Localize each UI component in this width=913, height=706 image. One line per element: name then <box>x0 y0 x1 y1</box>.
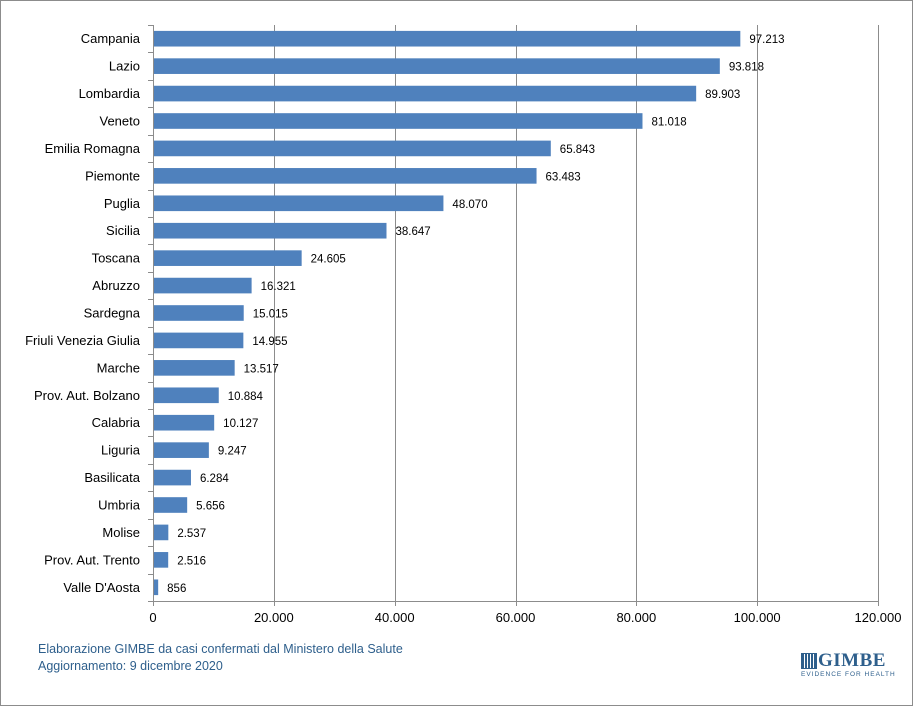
category-label: Marche <box>97 360 140 375</box>
value-label: 65.843 <box>560 144 595 156</box>
x-tick-label: 80.000 <box>616 610 656 625</box>
update-note: Aggiornamento: 9 dicembre 2020 <box>38 659 223 673</box>
bar <box>154 277 252 294</box>
category-label: Toscana <box>92 251 141 266</box>
bars <box>154 30 741 596</box>
axes <box>148 25 879 606</box>
x-tick-label: 120.000 <box>855 610 902 625</box>
category-label: Lombardia <box>79 86 141 101</box>
category-label: Piemonte <box>85 168 140 183</box>
value-label: 6.284 <box>200 473 229 485</box>
category-label: Calabria <box>92 415 141 430</box>
x-tick-label: 40.000 <box>375 610 415 625</box>
value-label: 15.015 <box>253 309 288 321</box>
value-label: 63.483 <box>546 171 581 183</box>
category-label: Umbria <box>98 498 141 513</box>
labels: 0 20.000 40.000 60.000 80.000 100.000 120.000 C… <box>25 31 901 625</box>
bar <box>154 168 537 184</box>
logo-name: GIMBE <box>818 650 886 671</box>
bar <box>154 524 169 541</box>
value-label: 10.884 <box>228 391 264 403</box>
value-label: 10.127 <box>223 418 258 430</box>
bar <box>154 30 741 47</box>
value-label: 93.818 <box>729 62 764 74</box>
category-label: Prov. Aut. Bolzano <box>34 388 140 403</box>
category-label: Molise <box>102 525 140 540</box>
category-label: Campania <box>81 31 141 46</box>
value-label: 89.903 <box>705 89 740 101</box>
value-label: 97.213 <box>749 34 784 46</box>
bar <box>154 414 215 431</box>
category-label: Puglia <box>104 196 141 211</box>
bar <box>154 497 188 513</box>
bar <box>154 442 209 458</box>
category-label: Emilia Romagna <box>45 141 141 156</box>
value-label: 48.070 <box>452 199 487 211</box>
bar <box>154 305 244 321</box>
category-label: Sardegna <box>84 306 141 321</box>
bar <box>154 332 244 349</box>
grid-lines <box>274 25 879 601</box>
bar <box>154 579 159 596</box>
value-label: 13.517 <box>244 363 279 375</box>
category-label: Basilicata <box>84 470 140 485</box>
x-tick-label: 0 <box>149 610 156 625</box>
x-tick-label: 60.000 <box>496 610 536 625</box>
category-label: Veneto <box>100 114 141 129</box>
bar <box>154 387 219 404</box>
value-label: 2.537 <box>177 528 206 540</box>
logo-mark-icon <box>801 653 817 669</box>
category-label: Prov. Aut. Trento <box>44 552 140 567</box>
bar <box>154 113 643 129</box>
source-note: Elaborazione GIMBE da casi confermati da… <box>38 642 403 656</box>
category-label: Lazio <box>109 59 140 74</box>
bar <box>154 250 302 266</box>
value-label: 81.018 <box>651 117 686 129</box>
category-label: Friuli Venezia Giulia <box>25 333 141 348</box>
x-tick-label: 100.000 <box>734 610 781 625</box>
value-label: 5.656 <box>196 501 225 513</box>
bar <box>154 222 387 239</box>
gimbe-logo: GIMBE EVIDENCE FOR HEALTH <box>797 650 895 681</box>
category-label: Abruzzo <box>92 278 140 293</box>
bar <box>154 552 169 568</box>
value-label: 9.247 <box>218 446 247 458</box>
bar <box>154 360 235 376</box>
value-label: 38.647 <box>395 226 430 238</box>
bar <box>154 140 551 157</box>
bar <box>154 195 444 212</box>
bar <box>154 58 720 74</box>
x-tick-label: 20.000 <box>254 610 294 625</box>
value-label: 24.605 <box>311 254 346 266</box>
bar-chart: 0 20.000 40.000 60.000 80.000 100.000 120.000 C… <box>25 25 902 625</box>
value-label: 2.516 <box>177 555 206 567</box>
logo-tagline: EVIDENCE FOR HEALTH <box>801 671 896 678</box>
value-label: 14.955 <box>252 336 287 348</box>
bar <box>154 469 191 486</box>
category-label: Valle D'Aosta <box>63 580 140 595</box>
value-label: 16.321 <box>261 281 296 293</box>
category-label: Sicilia <box>106 223 141 238</box>
value-label: 856 <box>167 583 186 595</box>
bar <box>154 85 697 102</box>
category-label: Liguria <box>101 443 141 458</box>
